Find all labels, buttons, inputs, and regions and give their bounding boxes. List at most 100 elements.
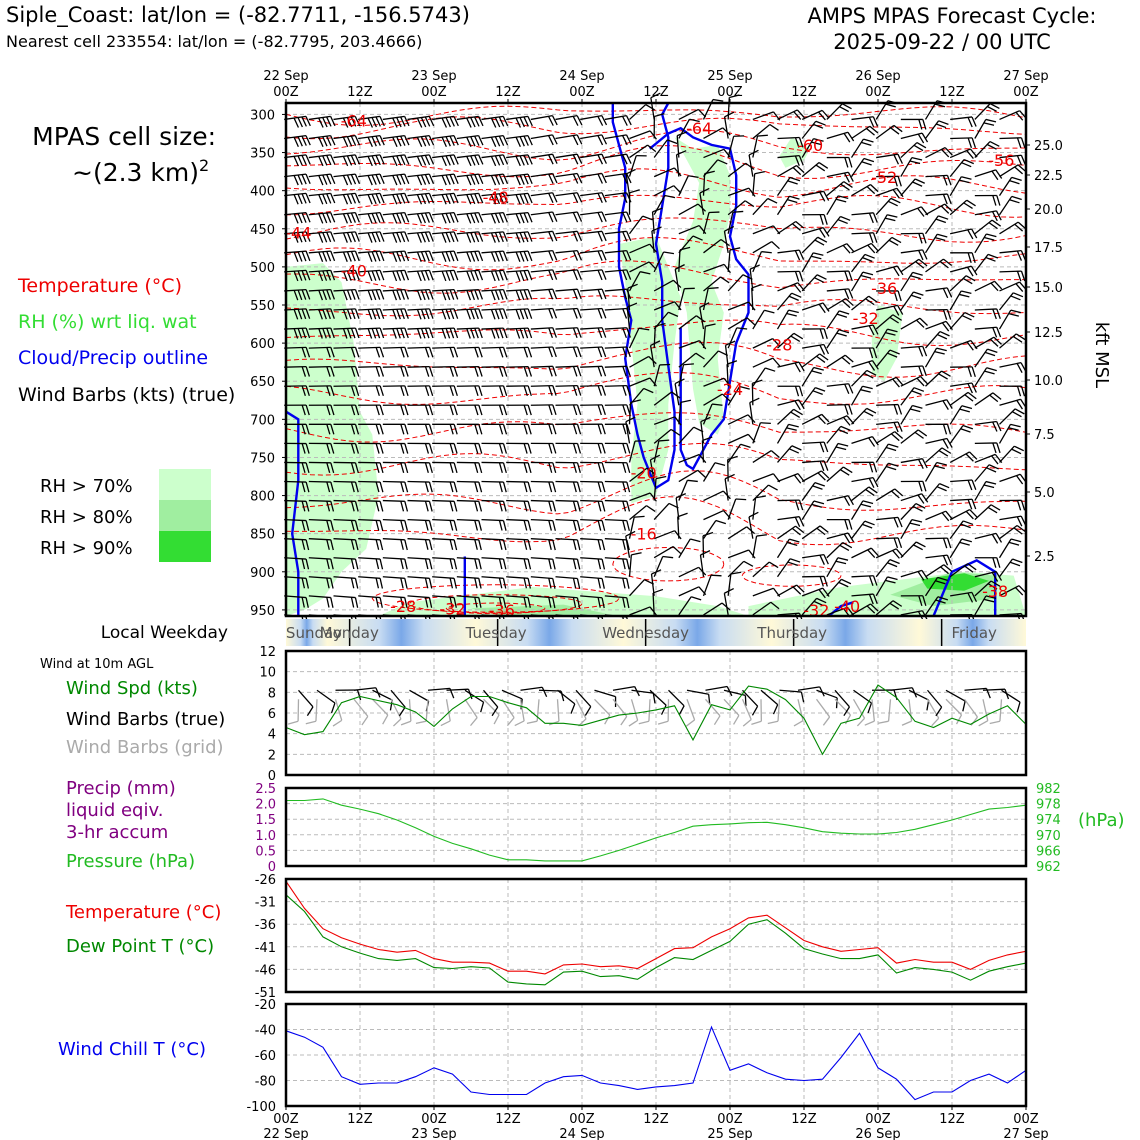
wind-barb-flag — [523, 347, 529, 358]
wind-barb-flag — [887, 352, 898, 358]
wind-barb-flag — [996, 308, 1001, 319]
wind-barb-flag — [913, 387, 925, 392]
wind-barb-flag — [379, 250, 385, 262]
wind-barb-flag — [305, 308, 311, 319]
wind-barb — [850, 385, 864, 406]
wind-barb-flag — [960, 428, 971, 433]
wind-barb — [456, 538, 479, 541]
wind-barb-flag — [371, 232, 377, 243]
true-wind-barb — [316, 689, 336, 704]
wind-barb-flag — [746, 317, 756, 326]
true-wind-barb — [834, 689, 850, 708]
wind-barb-flag — [868, 478, 875, 488]
wind-barb-flag — [478, 520, 483, 531]
true-wind-barb — [353, 687, 376, 691]
wind-barb-flag — [683, 363, 694, 366]
wind-barb-flag — [1016, 250, 1023, 261]
wind-barb — [974, 348, 988, 368]
wind-barb-flag — [913, 544, 923, 551]
wind-barb-flag — [527, 327, 533, 339]
wind-barb-flag — [677, 512, 688, 518]
wind-barb-flag — [597, 116, 604, 126]
wind-barb-flag — [318, 290, 324, 301]
wind-barb-flag — [478, 212, 484, 223]
wind-barb-flag — [887, 576, 898, 581]
wind-barb-flag — [1016, 271, 1022, 282]
wind-barb — [432, 557, 455, 560]
wind-barb-flag — [572, 481, 577, 493]
wind-barb — [530, 518, 553, 522]
true-wind-barb — [501, 689, 523, 700]
wind-barb-flag — [714, 462, 726, 467]
wind-barb-flag — [490, 194, 497, 205]
wind-barb-flag — [420, 155, 427, 166]
wind-barb — [801, 470, 822, 483]
wind-barb — [678, 480, 689, 501]
wind-barb — [432, 576, 455, 579]
wind-barb-flag — [863, 157, 875, 163]
wind-barb — [851, 407, 868, 425]
wind-barb — [752, 422, 762, 444]
wind-barb-flag — [474, 289, 480, 300]
wind-barb-flag — [675, 492, 687, 499]
wind-barb-flag — [474, 443, 479, 454]
true-wind-barb-flag — [819, 686, 825, 697]
wind-barb-flag — [330, 578, 334, 589]
wind-barb-flag — [350, 289, 356, 300]
wind-barb-flag — [502, 173, 509, 184]
wind-barb — [752, 367, 766, 387]
wind-barb-flag — [911, 390, 922, 396]
wind-barb-flag — [367, 290, 373, 301]
grid-wind-barb-flag — [604, 714, 611, 725]
wind-barb-flag — [371, 174, 377, 185]
wind-barb-flag — [893, 404, 899, 415]
grid-wind-barb-flag — [440, 720, 451, 727]
wind-barb-flag — [330, 231, 336, 242]
wind-barb-flag — [346, 309, 352, 320]
pressure-tick-label: 500 — [250, 261, 275, 276]
wind-barb-flag — [318, 194, 324, 205]
wind-barb-flag — [626, 302, 638, 308]
wind-barb-flag — [502, 597, 507, 608]
wind-barb-flag — [754, 170, 766, 175]
wind-barb-flag — [597, 462, 602, 473]
wind-barb-flag — [416, 156, 423, 167]
wind-barb-flag — [293, 328, 299, 339]
wind-barb-flag — [760, 422, 771, 425]
wind-barb — [875, 488, 896, 502]
wind-barb-flag — [470, 251, 476, 262]
wind-barb-flag — [490, 156, 497, 167]
wind-barb-flag — [1016, 137, 1022, 149]
wind-barb-flag — [986, 367, 997, 372]
wind-barb-flag — [449, 212, 455, 223]
wind-barb-flag — [470, 213, 476, 224]
wind-barb-flag — [548, 424, 553, 435]
wind-barb-flag — [523, 501, 528, 512]
grid-wind-barb-flag — [685, 719, 695, 727]
wind-barb-flag — [995, 210, 1002, 221]
wind-barb-flag — [354, 231, 360, 242]
wind-barb — [407, 518, 430, 522]
wind-barb — [801, 302, 824, 311]
wind-barb — [851, 295, 870, 311]
wind-barb-flag — [721, 393, 731, 402]
wind-barb — [851, 436, 873, 445]
wind-barb-flag — [519, 309, 525, 320]
wind-barb-flag — [478, 404, 483, 416]
wind-barb-flag — [626, 173, 632, 184]
wind-barb-flag — [502, 539, 507, 551]
wind-barb-flag — [379, 135, 385, 146]
wind-barb-flag — [478, 558, 482, 570]
wind-barb — [629, 467, 648, 483]
wind-barb-flag — [453, 308, 459, 319]
wind-barb-flag — [416, 175, 423, 186]
wind-barb-flag — [723, 377, 731, 387]
label-wind-barbs-grid: Wind Barbs (grid) — [66, 737, 224, 758]
wind-barb-flag — [843, 496, 851, 507]
wind-barb — [826, 329, 840, 349]
wind-barb-flag — [897, 305, 904, 315]
wind-barb-flag — [861, 161, 872, 166]
wind-barb — [703, 148, 725, 159]
wind-barb — [949, 508, 971, 521]
wind-barb-flag — [523, 558, 528, 570]
